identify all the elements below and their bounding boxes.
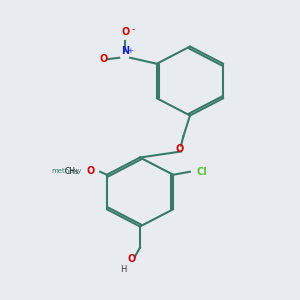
Text: +: + xyxy=(127,48,133,54)
Text: O: O xyxy=(99,54,108,64)
Text: N: N xyxy=(121,46,129,56)
Text: O: O xyxy=(176,143,184,154)
Text: CH₃: CH₃ xyxy=(64,167,79,176)
Text: Cl: Cl xyxy=(196,167,207,177)
Text: O: O xyxy=(128,254,136,265)
Text: O: O xyxy=(121,27,129,37)
Text: -: - xyxy=(131,25,134,34)
Text: methoxy: methoxy xyxy=(51,168,82,174)
Text: O: O xyxy=(87,166,95,176)
Text: H: H xyxy=(120,265,127,274)
